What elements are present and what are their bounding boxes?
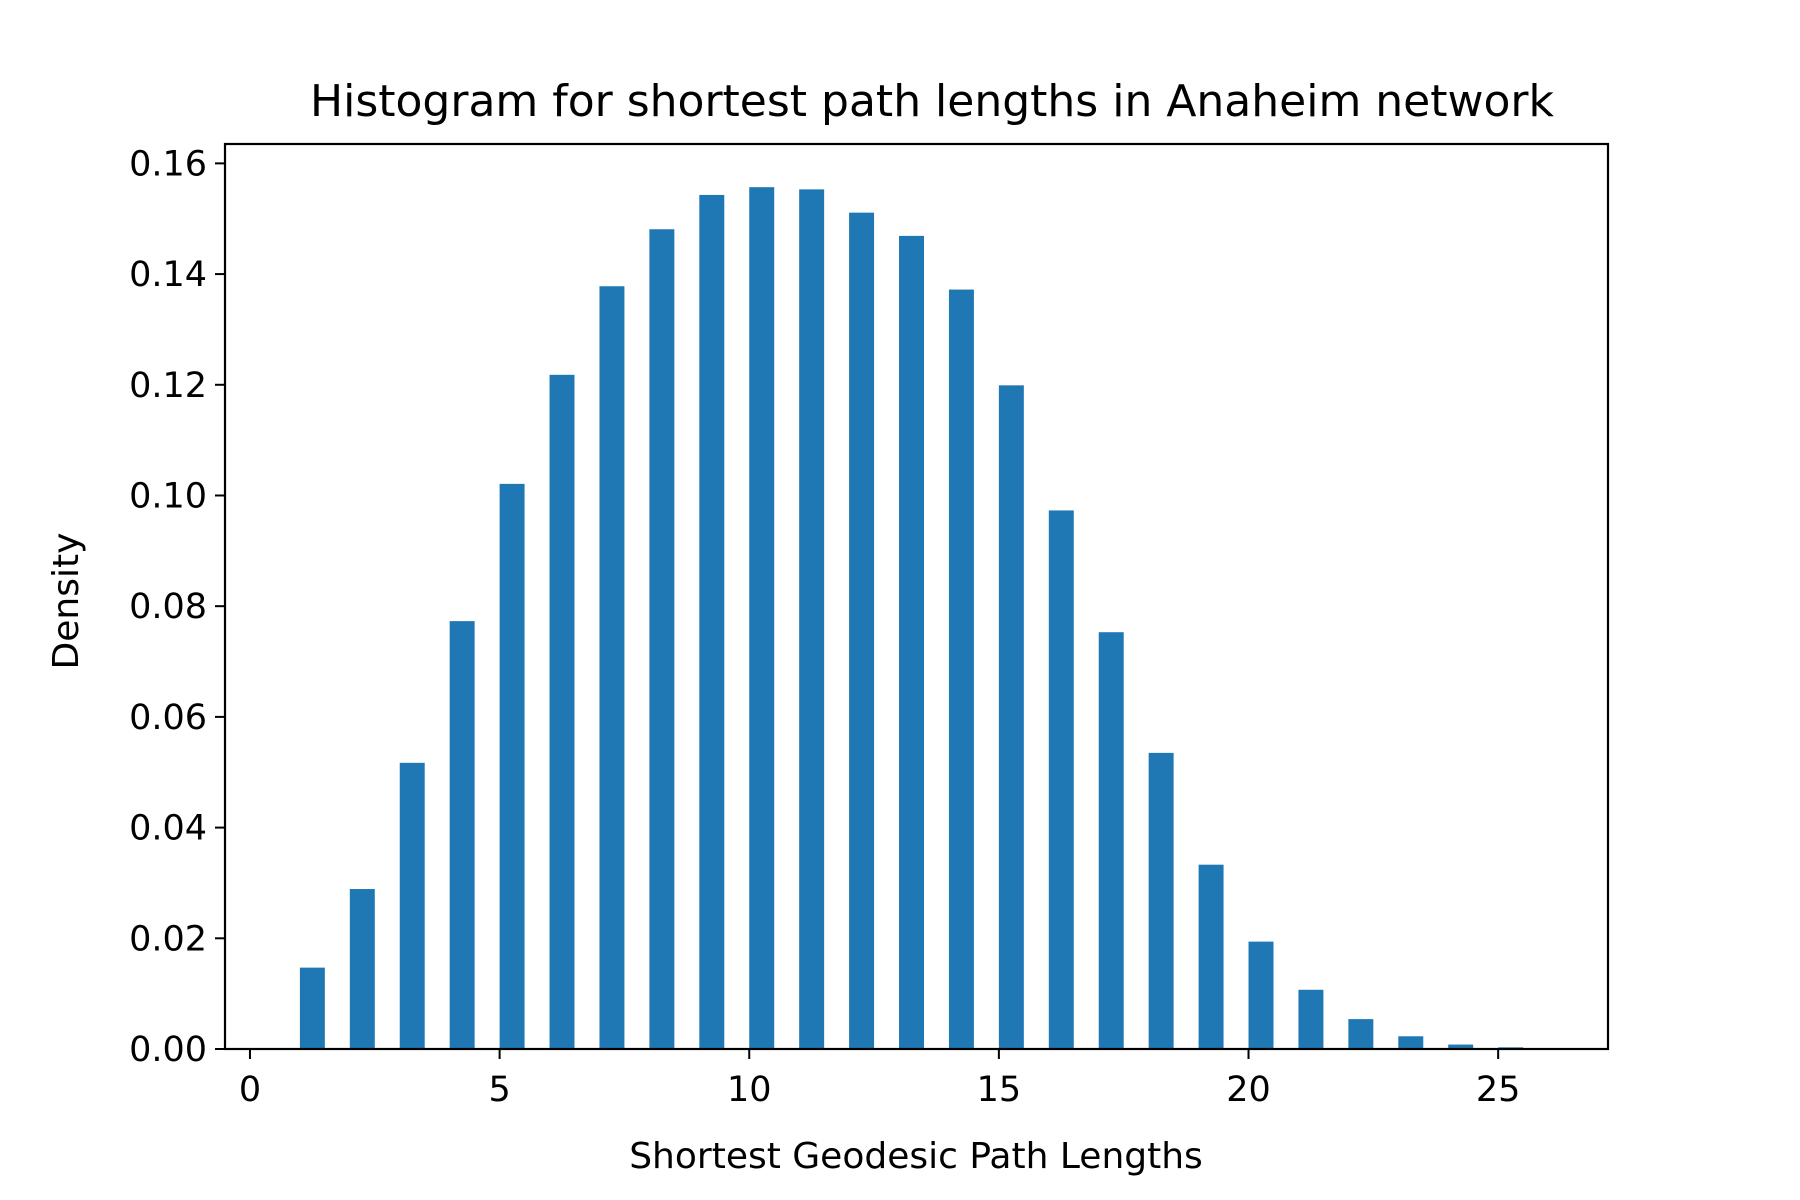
y-tick-label: 0.14 [129,255,207,295]
bar-21 [1298,989,1324,1049]
bar-6 [549,374,575,1049]
y-tick-label: 0.16 [129,144,207,184]
bar-20 [1248,941,1274,1049]
bar-19 [1198,864,1224,1049]
bar-7 [599,286,625,1050]
bar-8 [649,229,675,1050]
y-tick-label: 0.06 [129,698,207,738]
chart-title: Histogram for shortest path lengths in A… [310,76,1554,127]
bar-14 [948,289,974,1049]
bar-23 [1398,1036,1424,1049]
bar-1 [299,967,325,1049]
y-axis-label: Density [46,533,87,670]
plot-frame [223,142,1610,1051]
bar-13 [899,235,924,1049]
y-tick-label: 0.04 [129,809,207,849]
bar-17 [1098,632,1124,1049]
bar-12 [849,212,875,1049]
bars-group [299,187,1524,1050]
bar-2 [349,889,375,1049]
bar-9 [699,194,725,1049]
y-tick-label: 0.00 [129,1030,207,1070]
y-tick-label: 0.12 [129,366,207,406]
x-tick-label: 10 [727,1070,772,1110]
bar-22 [1348,1019,1374,1049]
y-tick-label: 0.10 [129,476,207,516]
bar-16 [1048,510,1074,1050]
y-axis: 0.00 0.02 0.04 0.06 0.08 0.10 0.12 0.14 0.16 [129,144,225,1070]
bar-4 [449,621,475,1049]
bar-3 [399,762,425,1049]
x-tick-label: 20 [1226,1070,1271,1110]
bar-15 [998,385,1024,1049]
x-axis-label: Shortest Geodesic Path Lengths [629,1136,1203,1177]
bar-24 [1448,1044,1474,1049]
bar-10 [749,187,775,1049]
y-tick-label: 0.08 [129,587,207,627]
bar-11 [799,189,825,1050]
x-tick-label: 15 [977,1070,1022,1110]
x-axis: 0 5 10 15 20 25 [239,1049,1521,1110]
bar-5 [499,483,525,1049]
x-tick-label: 5 [488,1070,510,1110]
bar-18 [1148,752,1174,1049]
y-tick-label: 0.02 [129,919,207,959]
x-tick-label: 25 [1476,1070,1521,1110]
x-tick-label: 0 [239,1070,261,1110]
